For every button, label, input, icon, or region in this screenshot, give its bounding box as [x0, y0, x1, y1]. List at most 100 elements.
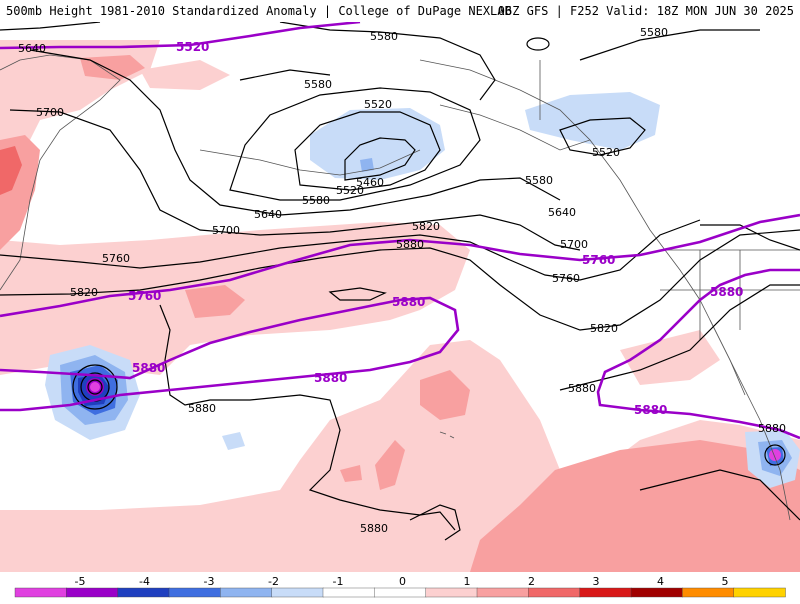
purple-contour-5880-east — [596, 268, 800, 440]
contour-label: 5880 — [188, 402, 216, 415]
contour-5460 — [344, 137, 416, 181]
contour-label: 5820 — [412, 220, 440, 233]
contour-5820 — [0, 229, 800, 331]
contour-5580-north — [279, 22, 496, 101]
legend-tick-label: 1 — [464, 575, 471, 588]
legend-swatch — [220, 587, 273, 598]
contour-se-coast — [639, 469, 800, 521]
contour-label: 5820 — [70, 286, 98, 299]
storm-contour-west-3 — [87, 379, 103, 395]
contour-5580-west — [0, 22, 101, 31]
contour-label: 5580 — [304, 78, 332, 91]
contour-label: 5880 — [634, 403, 667, 417]
contour-5520-east — [559, 117, 646, 156]
color-legend: -5 -4 -3 -2 -1 0 1 2 3 4 5 — [0, 572, 800, 600]
contour-label: 5760 — [582, 253, 615, 267]
contour-5580-low — [229, 87, 481, 201]
hurricane-core-west-inner — [90, 382, 100, 392]
contour-5880-east — [559, 284, 800, 391]
legend-swatch — [117, 587, 170, 598]
contour-label: 5580 — [640, 26, 668, 39]
legend-tick-label: -1 — [333, 575, 344, 588]
model-valid-time: 06Z GFS | F252 Valid: 18Z MON JUN 30 202… — [497, 4, 794, 18]
blue-region — [360, 158, 374, 172]
legend-swatch — [168, 587, 222, 598]
coastlines — [0, 54, 800, 521]
hurricane-core-east — [769, 449, 781, 461]
contour-label: 5820 — [590, 322, 618, 335]
red-region — [80, 55, 145, 80]
title-bar: 500mb Height 1981-2010 Standardized Anom… — [0, 0, 800, 22]
contour-label: 5520 — [176, 40, 209, 54]
contour-5880-pacnw — [700, 224, 800, 251]
contour-label: 5520 — [336, 184, 364, 197]
anomaly-map: 5640 5580 5580 5700 5580 5520 5520 5460 … — [0, 22, 800, 572]
contour-label: 5880 — [396, 238, 424, 251]
contour-5880-ring — [328, 287, 387, 301]
legend-tick-label: 4 — [657, 575, 664, 588]
legend-swatch — [528, 587, 581, 598]
contour-5580-ne — [579, 29, 760, 61]
legend-swatch — [476, 587, 530, 598]
legend-colorbar: -5 -4 -3 -2 -1 0 1 2 3 4 5 — [14, 575, 786, 598]
legend-swatch — [271, 587, 324, 598]
red-region — [375, 440, 405, 490]
red-region — [185, 285, 245, 318]
legend-swatch — [14, 587, 68, 598]
storm-contour-west-1 — [72, 364, 118, 410]
legend-swatch — [630, 587, 684, 598]
legend-swatch — [66, 587, 119, 598]
contour-label: 5880 — [710, 285, 743, 299]
purple-contour-5760 — [0, 213, 800, 318]
contour-south-coast — [409, 504, 461, 541]
red-region — [340, 465, 362, 482]
red-region — [420, 370, 470, 420]
legend-tick-label: -4 — [139, 575, 150, 588]
legend-swatch — [733, 587, 786, 598]
contour-label: 5460 — [356, 176, 384, 189]
hawaii-islands — [439, 431, 455, 439]
contour-label: 5880 — [392, 295, 425, 309]
contour-label: 5760 — [552, 272, 580, 285]
contour-5880-main — [159, 304, 421, 516]
purple-contour-5520 — [0, 22, 361, 50]
legend-swatch — [579, 587, 632, 598]
contour-label: 5640 — [18, 42, 46, 55]
legend-swatch — [682, 587, 735, 598]
us-state-borders — [660, 249, 800, 340]
contour-label: 5880 — [758, 422, 786, 435]
red-region — [470, 440, 800, 572]
legend-tick-label: -3 — [204, 575, 215, 588]
map-title: 500mb Height 1981-2010 Standardized Anom… — [6, 4, 512, 18]
legend-tick-label: 0 — [399, 575, 406, 588]
light-red-region — [0, 40, 160, 230]
baja-coastline — [709, 319, 746, 396]
highlight-contours — [0, 22, 800, 440]
contour-label: 5700 — [36, 106, 64, 119]
contour-label: 5880 — [360, 522, 388, 535]
contour-label: 5580 — [302, 194, 330, 207]
contour-5880-south — [419, 511, 456, 531]
contour-5700 — [9, 109, 581, 251]
contour-label: 5580 — [370, 30, 398, 43]
contour-label: 5580 — [525, 174, 553, 187]
red-region — [0, 146, 22, 195]
contour-5520-low — [294, 111, 441, 191]
legend-swatch — [374, 587, 427, 598]
contour-label: 5880 — [568, 382, 596, 395]
contour-5640 — [29, 49, 561, 216]
legend-tick-label: -2 — [268, 575, 279, 588]
positive-anomaly-shading — [0, 40, 800, 572]
highlight-contour-labels: 5520 5760 5760 5880 5880 5880 5880 5880 — [128, 40, 743, 417]
legend-tick-label: 2 — [528, 575, 535, 588]
contour-5760 — [0, 219, 701, 281]
legend-tick-label: 5 — [722, 575, 729, 588]
legend-tick-labels: -5 -4 -3 -2 -1 0 1 2 3 4 5 — [75, 575, 729, 588]
light-red-region — [140, 60, 230, 90]
contour-labels: 5640 5580 5580 5700 5580 5520 5520 5460 … — [18, 26, 786, 535]
contour-5580-mid — [239, 69, 331, 81]
legend-swatch — [322, 587, 376, 598]
light-blue-region — [310, 108, 445, 180]
contour-label: 5760 — [128, 289, 161, 303]
aleutian-islands — [199, 149, 421, 176]
